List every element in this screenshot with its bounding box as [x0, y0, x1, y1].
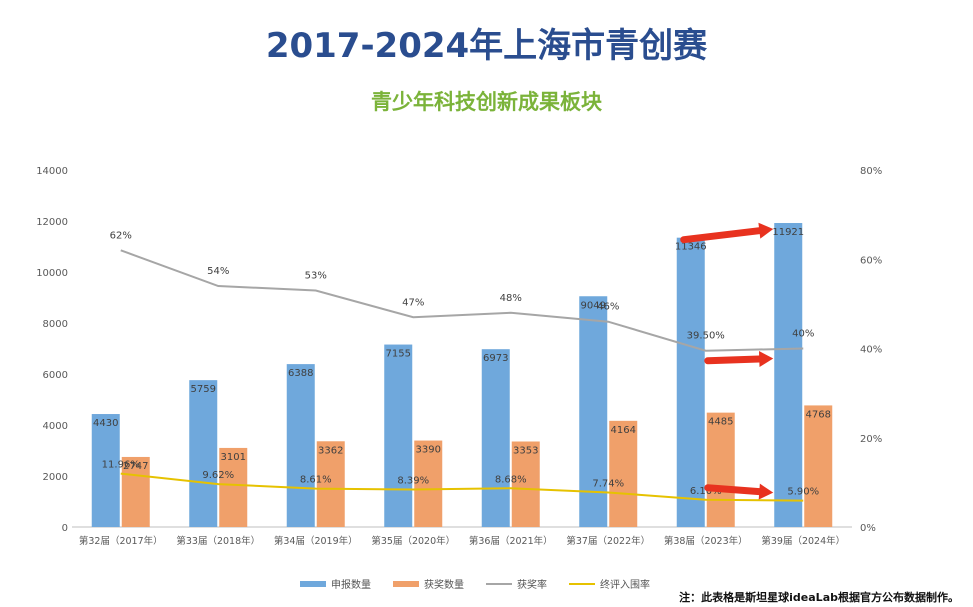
legend-swatch — [486, 582, 512, 585]
y-left-tick-label: 14000 — [36, 166, 68, 177]
bar-data-label: 9049 — [581, 300, 606, 311]
chart-axes: 0 2000 4000 6000 8000 10000 12000 14000 0% 20% 40%… — [36, 166, 882, 547]
line-data-label: 7.74% — [592, 478, 624, 489]
legend-label: 终评入围率 — [600, 580, 650, 591]
line-data-label: 8.61% — [300, 475, 332, 486]
bar-data-label: 4768 — [806, 409, 831, 420]
chart-arrows — [680, 222, 774, 500]
trend-arrow-head — [758, 483, 774, 500]
bar — [189, 380, 218, 527]
trend-arrow-shaft — [704, 355, 763, 365]
line-data-label: 40% — [792, 329, 814, 340]
bar-data-label: 11921 — [772, 227, 804, 238]
line-data-label: 53% — [305, 270, 327, 281]
y-right-tick-label: 20% — [860, 434, 882, 445]
bar — [286, 364, 315, 527]
bar-data-label: 3353 — [513, 445, 538, 456]
y-left-tick-label: 10000 — [36, 268, 68, 279]
trend-arrow-head — [758, 350, 774, 367]
trend-arrow-shaft — [704, 484, 763, 496]
legend-label: 获奖数量 — [424, 580, 464, 591]
y-right-tick-label: 0% — [860, 523, 876, 534]
bar — [219, 447, 248, 527]
chart-legend: 申报数量 获奖数量 获奖率 终评入围率 — [300, 576, 650, 591]
trend-arrow-head — [758, 222, 774, 239]
legend-swatch — [393, 580, 419, 587]
x-tick-label: 第35届（2020年） — [371, 535, 455, 547]
line-data-label: 47% — [402, 297, 424, 308]
bar-data-label: 5759 — [191, 384, 216, 395]
bar — [414, 440, 443, 527]
bar-data-label: 4164 — [611, 425, 636, 436]
line-data-label: 39.50% — [687, 331, 725, 342]
line-data-label: 5.90% — [787, 487, 819, 498]
x-tick-label: 第36届（2021年） — [469, 535, 553, 547]
chart-lines — [120, 249, 804, 502]
x-tick-label: 第33届（2018年） — [176, 535, 260, 547]
x-tick-label: 第38届（2023年） — [664, 535, 748, 547]
y-right-tick-label: 80% — [860, 166, 882, 177]
bar-data-label: 6973 — [483, 353, 508, 364]
bar — [316, 441, 345, 527]
source-note: 注：此表格是斯坦星球ideaLab根据官方公布数据制作。 — [679, 591, 959, 604]
bar-data-label: 7155 — [386, 349, 411, 360]
legend-label: 获奖率 — [517, 580, 547, 591]
x-tick-label: 第32届（2017年） — [79, 535, 163, 547]
bar-data-label: 11346 — [675, 242, 707, 253]
bar — [774, 223, 803, 527]
bar — [706, 412, 735, 527]
y-left-tick-label: 2000 — [43, 472, 68, 483]
bar-data-label: 4485 — [708, 417, 733, 428]
bar — [121, 456, 150, 527]
bar — [91, 414, 120, 527]
line-data-label: 11.96% — [102, 460, 140, 471]
bar-data-label: 3390 — [416, 445, 441, 456]
bar — [609, 420, 638, 527]
line-data-label: 8.39% — [397, 476, 429, 487]
line-data-label: 54% — [207, 266, 229, 277]
x-tick-label: 第34届（2019年） — [274, 535, 358, 547]
bar-data-label: 2747 — [123, 461, 148, 472]
bar — [511, 441, 540, 527]
bar — [384, 344, 413, 527]
line-data-label: 46% — [597, 302, 619, 313]
legend-item-final-rate: 终评入围率 — [569, 576, 650, 591]
chart-labels: 4430 5759 6388 7155 6973 9049 11346 11921 2747 31… — [93, 227, 831, 498]
trend-arrow-shaft — [680, 227, 763, 244]
legend-label: 申报数量 — [331, 580, 371, 591]
y-left-tick-label: 4000 — [43, 421, 68, 432]
y-left-tick-label: 0 — [62, 523, 68, 534]
bar — [676, 237, 705, 527]
chart-bars — [91, 223, 833, 527]
line-data-label: 9.62% — [202, 470, 234, 481]
y-left-tick-label: 12000 — [36, 217, 68, 228]
line-data-label: 62% — [110, 230, 132, 241]
x-tick-label: 第37届（2022年） — [566, 535, 650, 547]
bar-data-label: 3101 — [221, 452, 246, 463]
legend-swatch — [300, 580, 326, 587]
bar-data-label: 4430 — [93, 418, 118, 429]
y-left-tick-label: 8000 — [43, 319, 68, 330]
line-data-label: 8.68% — [495, 474, 527, 485]
bar-data-label: 6388 — [288, 368, 313, 379]
bar-data-label: 3362 — [318, 445, 343, 456]
series-line — [120, 249, 804, 352]
line-data-label: 48% — [500, 293, 522, 304]
y-left-tick-label: 6000 — [43, 370, 68, 381]
series-line — [120, 472, 804, 502]
y-right-tick-label: 40% — [860, 345, 882, 356]
bar — [481, 349, 510, 527]
y-right-tick-label: 60% — [860, 255, 882, 266]
chart-subtitle: 青少年科技创新成果板块 — [371, 90, 602, 114]
legend-item-award-rate: 获奖率 — [486, 576, 547, 591]
line-data-label: 6.10% — [690, 486, 722, 497]
x-tick-label: 第39届（2024年） — [761, 535, 845, 547]
chart-title: 2017-2024年上海市青创赛 — [265, 26, 708, 66]
legend-item-applications: 申报数量 — [300, 576, 371, 591]
bar — [579, 296, 608, 527]
legend-item-awards: 获奖数量 — [393, 576, 464, 591]
bar — [804, 405, 833, 527]
legend-swatch — [569, 582, 595, 585]
